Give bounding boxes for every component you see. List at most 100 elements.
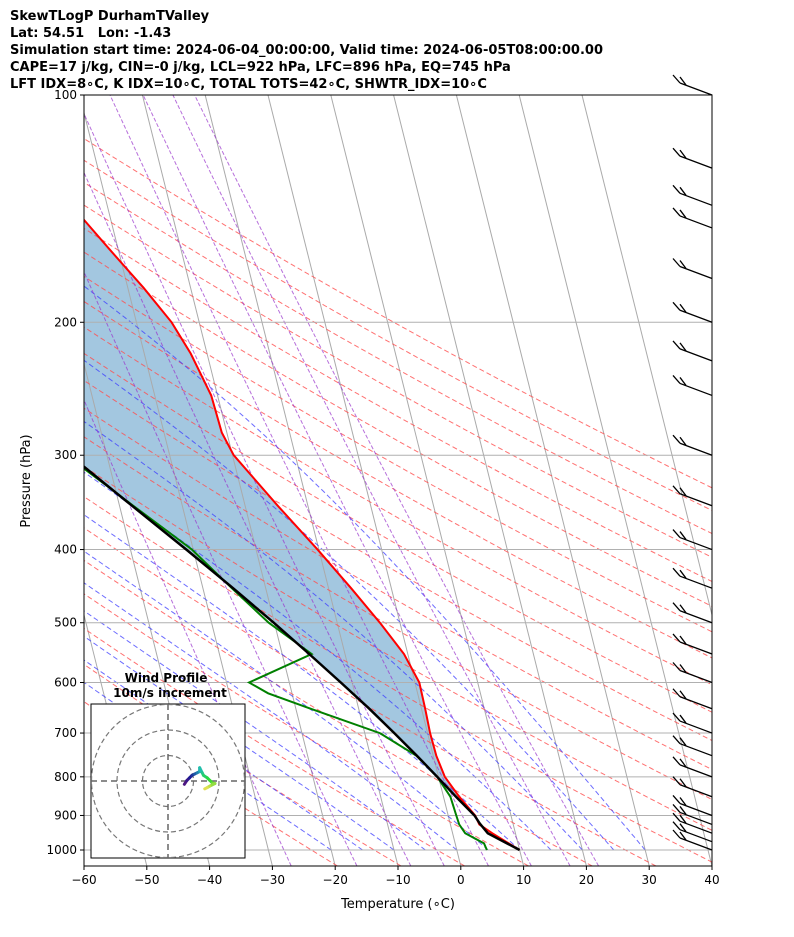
wind-barb-flag xyxy=(672,688,681,698)
wind-barb-flag xyxy=(672,804,681,813)
wind-barb-flag xyxy=(679,814,687,824)
wind-barb xyxy=(672,567,713,589)
cape-fill-area xyxy=(84,219,476,816)
wind-barb-flag xyxy=(679,76,687,86)
wind-barb-staff xyxy=(679,265,713,280)
wind-barb xyxy=(672,258,713,280)
wind-barb-flag xyxy=(672,184,681,194)
x-tick-label: 30 xyxy=(642,873,657,887)
y-tick-label: 800 xyxy=(54,770,77,784)
index-summary-line: LFT IDX=8∘C, K IDX=10∘C, TOTAL TOTS=42∘C… xyxy=(10,77,487,92)
wind-barb-staff xyxy=(679,669,713,684)
dry-adiabat-line xyxy=(84,496,712,863)
isotherm-line xyxy=(84,863,85,866)
moist-adiabat-line xyxy=(84,635,395,851)
wind-barb xyxy=(672,804,713,826)
wind-barb xyxy=(672,602,713,624)
dry-adiabat-line xyxy=(84,326,712,686)
dry-adiabat-line xyxy=(84,593,529,866)
wind-barb-staff xyxy=(679,155,713,169)
x-tick-label: 0 xyxy=(457,873,465,887)
isotherm-line xyxy=(455,95,650,866)
wind-barb-flag xyxy=(672,735,681,745)
wind-barb-staff xyxy=(679,382,713,397)
wind-barb-flag xyxy=(672,147,681,157)
location-line: Lat: 54.51 Lon: -1.43 xyxy=(10,26,172,41)
wind-barb-flag xyxy=(679,806,687,815)
wind-barb-flag xyxy=(679,342,687,352)
background-lines-layer xyxy=(84,95,712,866)
wind-barb-flag xyxy=(672,776,681,786)
mixing-ratio-line xyxy=(84,270,358,866)
hodograph-inset: Wind Profile 10m/s increment xyxy=(90,671,246,859)
isotherm-line xyxy=(330,95,525,866)
wind-barb-staff xyxy=(679,442,713,456)
dewpoint-profile-line xyxy=(84,467,488,851)
cape-summary-line: CAPE=17 j/kg, CIN=-0 j/kg, LCL=922 hPa, … xyxy=(10,60,511,75)
dry-adiabat-line xyxy=(84,352,712,713)
dry-adiabat-line xyxy=(84,527,657,866)
wind-barbs-layer xyxy=(672,74,713,851)
y-tick-label: 600 xyxy=(54,676,77,690)
mixing-ratio-line xyxy=(84,171,412,866)
wind-barb xyxy=(672,74,713,96)
wind-barb-flag xyxy=(672,529,681,538)
wind-barb xyxy=(672,207,713,229)
isotherm-line xyxy=(267,95,462,866)
wind-barb xyxy=(672,529,713,551)
mixing-ratio-line xyxy=(194,95,600,866)
wind-barb-flag xyxy=(672,567,681,577)
wind-barb-flag xyxy=(672,821,681,831)
wind-barb-staff xyxy=(679,215,713,229)
wind-barb-flag xyxy=(679,714,687,724)
wind-barb-flag xyxy=(679,149,687,159)
wind-barb-flag xyxy=(679,209,687,219)
wind-barb xyxy=(672,795,713,817)
hodograph-subtitle: 10m/s increment xyxy=(113,686,227,700)
x-tick-label: −10 xyxy=(385,873,410,887)
hodograph-segment xyxy=(203,786,209,791)
y-tick-label: 400 xyxy=(54,543,77,557)
wind-barb-flag xyxy=(679,377,687,386)
wind-barb-staff xyxy=(679,192,713,206)
wind-barb xyxy=(672,688,713,710)
wind-barb-flag xyxy=(679,186,687,196)
y-tick-label: 100 xyxy=(54,88,77,102)
wind-barb-flag xyxy=(672,756,681,766)
dry-adiabat-line xyxy=(84,159,712,512)
wind-barb-staff xyxy=(679,575,713,589)
mixing-ratio-line xyxy=(84,398,292,866)
wind-barb-staff xyxy=(679,493,713,507)
hodograph-plot xyxy=(91,704,245,858)
wind-barb xyxy=(672,485,713,507)
wind-barb-flag xyxy=(672,434,681,444)
y-tick-label: 900 xyxy=(54,808,77,822)
x-tick-label: −60 xyxy=(71,873,96,887)
wind-barb xyxy=(672,434,713,456)
wind-barb-staff xyxy=(679,610,713,624)
cape-area-layer xyxy=(84,219,476,816)
wind-barb-flag xyxy=(679,569,687,579)
dry-adiabat-line xyxy=(84,227,712,583)
dry-adiabat-line xyxy=(84,663,402,866)
wind-barb xyxy=(672,756,713,778)
wind-barb-staff xyxy=(679,696,713,710)
y-tick-label: 700 xyxy=(54,726,77,740)
wind-barb-flag xyxy=(679,831,687,841)
wind-barb-staff xyxy=(679,348,713,362)
wind-barb xyxy=(672,662,713,684)
x-tick-label: 20 xyxy=(579,873,594,887)
isotherm-line xyxy=(204,95,399,866)
wind-barb-flag xyxy=(679,664,687,673)
wind-barb xyxy=(672,812,713,834)
wind-barb-flag xyxy=(672,301,681,311)
moist-adiabat-line xyxy=(84,610,426,851)
wind-barb-staff xyxy=(679,82,713,96)
wind-barb-flag xyxy=(679,487,687,497)
wind-barb-flag xyxy=(672,633,681,643)
wind-barb-staff xyxy=(679,743,713,757)
hodograph-ring xyxy=(116,729,220,833)
wind-barb-flag xyxy=(672,829,681,839)
dry-adiabat-line xyxy=(84,204,712,558)
